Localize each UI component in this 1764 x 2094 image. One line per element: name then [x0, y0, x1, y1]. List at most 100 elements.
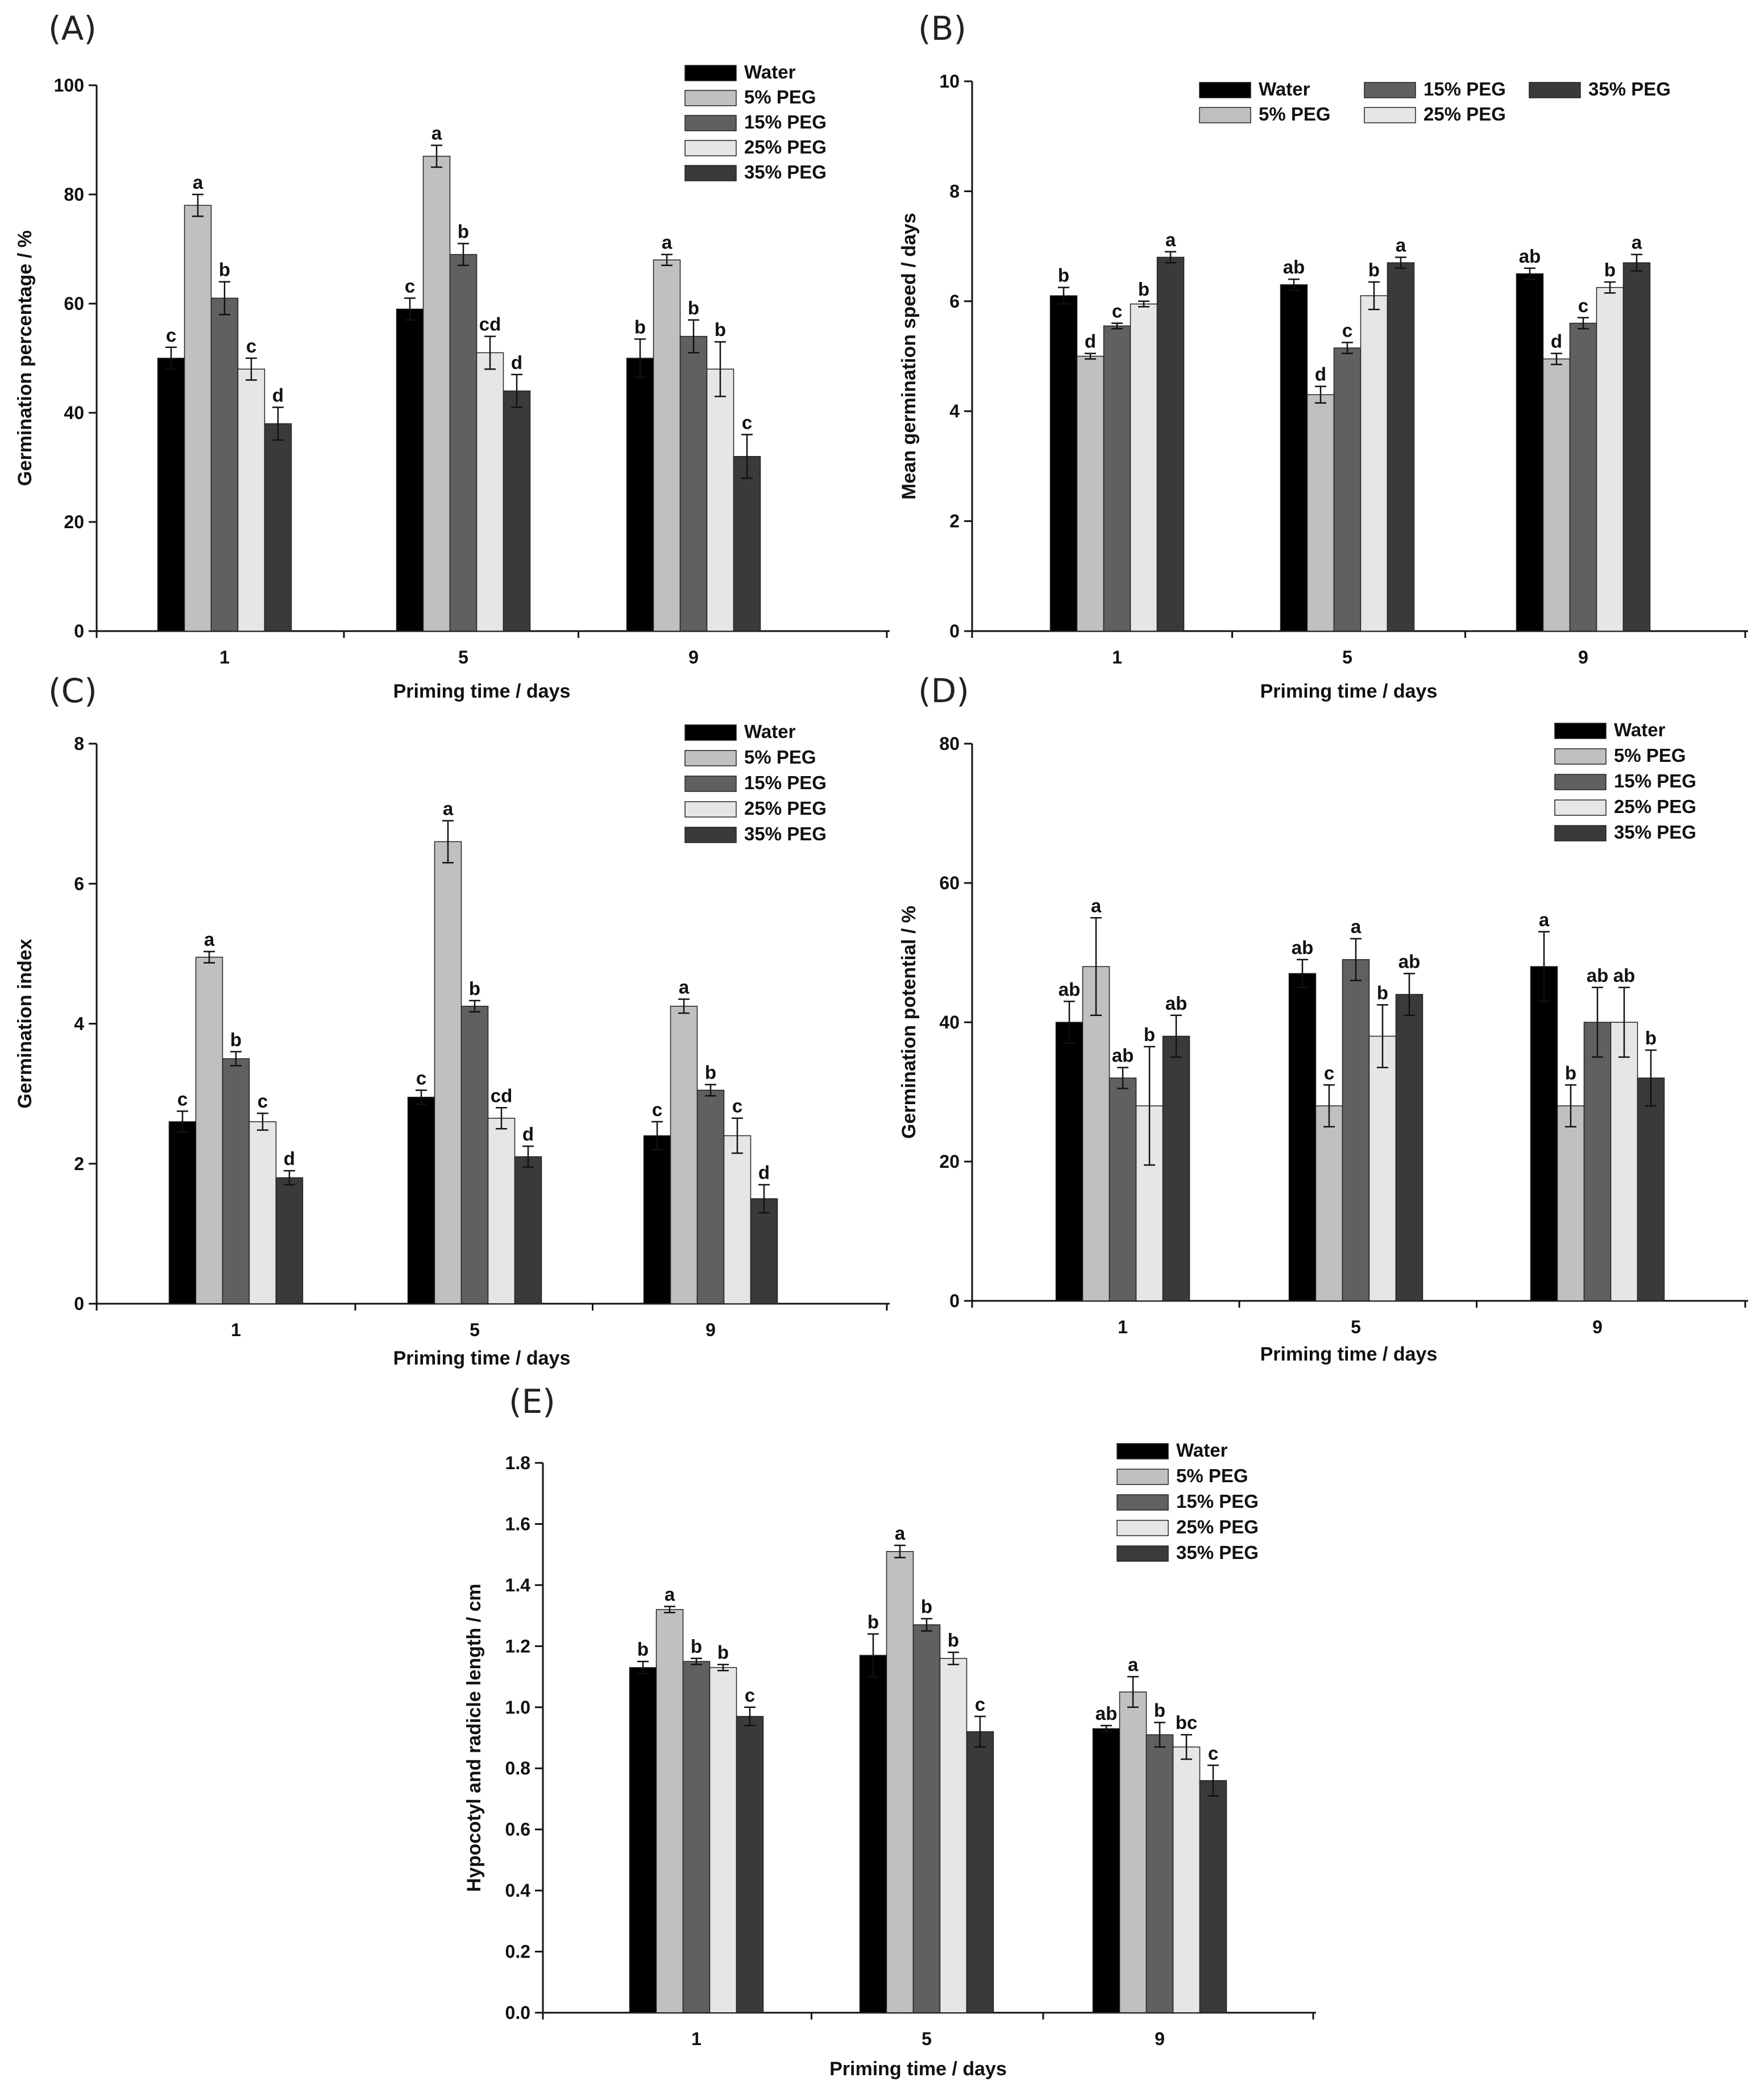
- significance-letter: b: [1138, 279, 1149, 300]
- x-tick-label: 1: [219, 647, 230, 667]
- significance-letter: b: [921, 1596, 932, 1617]
- bar: [1130, 303, 1158, 632]
- x-tick-label: 9: [1578, 647, 1588, 667]
- legend-label: 35% PEG: [1614, 822, 1696, 843]
- bar: [487, 1117, 516, 1304]
- significance-letter: b: [469, 978, 480, 999]
- bar: [1622, 262, 1651, 632]
- y-tick-label: 6: [949, 291, 960, 312]
- bar: [1156, 256, 1185, 632]
- significance-letter: a: [662, 232, 673, 253]
- significance-letter: ab: [1292, 937, 1314, 958]
- legend-swatch: [684, 115, 737, 131]
- bar: [1082, 966, 1110, 1301]
- x-tick-label: 5: [922, 2029, 932, 2049]
- legend-label: 15% PEG: [744, 772, 827, 793]
- significance-letter: ab: [1059, 978, 1081, 1000]
- legend-label: 25% PEG: [1176, 1516, 1259, 1537]
- bar: [750, 1198, 778, 1304]
- significance-letter: ab: [1587, 965, 1609, 986]
- significance-letter: c: [166, 325, 176, 346]
- y-tick-label: 60: [939, 873, 960, 893]
- y-tick-label: 8: [949, 181, 960, 201]
- bar: [859, 1655, 887, 2013]
- significance-letter: b: [1645, 1027, 1657, 1048]
- significance-letter: b: [705, 1062, 716, 1083]
- legend-label: 5% PEG: [744, 747, 816, 768]
- y-tick-label: 6: [74, 873, 84, 894]
- legend-label: 5% PEG: [744, 86, 816, 107]
- bar: [1557, 1105, 1585, 1301]
- y-tick-label: 40: [64, 403, 84, 423]
- bar: [195, 956, 223, 1304]
- legend-label: 15% PEG: [1176, 1491, 1259, 1512]
- x-axis-title: Priming time / days: [393, 1347, 571, 1369]
- significance-letter: c: [1578, 295, 1588, 316]
- legend-label: 25% PEG: [744, 798, 827, 819]
- y-axis-title: Hypocotyl and radicle length / cm: [463, 1583, 485, 1892]
- significance-letter: a: [1351, 916, 1362, 937]
- y-tick-label: 8: [74, 733, 84, 754]
- significance-letter: a: [443, 798, 454, 819]
- significance-letter: b: [868, 1611, 879, 1632]
- bar: [1055, 1022, 1084, 1301]
- significance-letter: a: [204, 929, 215, 950]
- significance-letter: b: [1154, 1700, 1165, 1721]
- significance-letter: c: [652, 1099, 662, 1120]
- bar: [1596, 287, 1624, 632]
- significance-letter: a: [1539, 909, 1550, 930]
- significance-letter: b: [688, 297, 699, 318]
- bar: [1103, 325, 1131, 632]
- bar: [1306, 394, 1335, 632]
- bar: [706, 368, 734, 632]
- legend-label: 5% PEG: [1614, 745, 1686, 766]
- y-tick-label: 10: [939, 71, 960, 92]
- legend: Water 5% PEG 15% PEG 25% PEG 35% PEG: [1199, 78, 1671, 125]
- legend-label: 35% PEG: [1588, 78, 1671, 99]
- significance-letter: a: [679, 976, 690, 997]
- bar: [184, 205, 212, 632]
- bar: [655, 1609, 684, 2013]
- y-tick-label: 2: [949, 511, 960, 532]
- bar: [210, 297, 239, 632]
- y-tick-label: 0.2: [505, 1942, 530, 1962]
- bar: [682, 1661, 711, 2013]
- y-tick-label: 1.6: [505, 1514, 530, 1534]
- bar: [1368, 1035, 1397, 1301]
- significance-letter: c: [177, 1088, 188, 1109]
- bar: [626, 358, 654, 632]
- panel-label: (A): [48, 9, 97, 48]
- legend-swatch: [1199, 107, 1251, 123]
- y-axis-title: Germination percentage / %: [14, 230, 36, 486]
- significance-letter: ab: [1283, 256, 1305, 277]
- legend-label: Water: [1259, 78, 1310, 99]
- bar: [503, 390, 531, 632]
- significance-letter: c: [1112, 300, 1122, 321]
- significance-letter: c: [416, 1067, 426, 1088]
- bar: [1315, 1105, 1343, 1301]
- legend-label: 25% PEG: [744, 136, 827, 157]
- bar: [643, 1135, 671, 1304]
- bar: [275, 1177, 304, 1304]
- significance-letter: c: [258, 1090, 268, 1112]
- significance-letter: b: [717, 1642, 729, 1663]
- significance-letter: a: [1396, 234, 1406, 255]
- y-tick-label: 100: [54, 75, 84, 96]
- legend-swatch: [1554, 825, 1607, 841]
- legend-swatch: [1116, 1545, 1169, 1562]
- x-tick-label: 9: [705, 1320, 716, 1340]
- legend-label: 15% PEG: [1423, 78, 1506, 99]
- significance-letter: d: [1551, 331, 1562, 352]
- bar: [1342, 959, 1370, 1301]
- significance-letter: ab: [1519, 246, 1541, 267]
- panel-label: (C): [48, 671, 97, 710]
- bar: [157, 358, 185, 632]
- y-tick-label: 0.6: [505, 1819, 530, 1840]
- bar: [434, 841, 462, 1304]
- significance-letter: c: [745, 1685, 755, 1706]
- bar: [168, 1121, 197, 1304]
- bar: [222, 1058, 250, 1304]
- x-tick-label: 5: [1351, 1317, 1361, 1337]
